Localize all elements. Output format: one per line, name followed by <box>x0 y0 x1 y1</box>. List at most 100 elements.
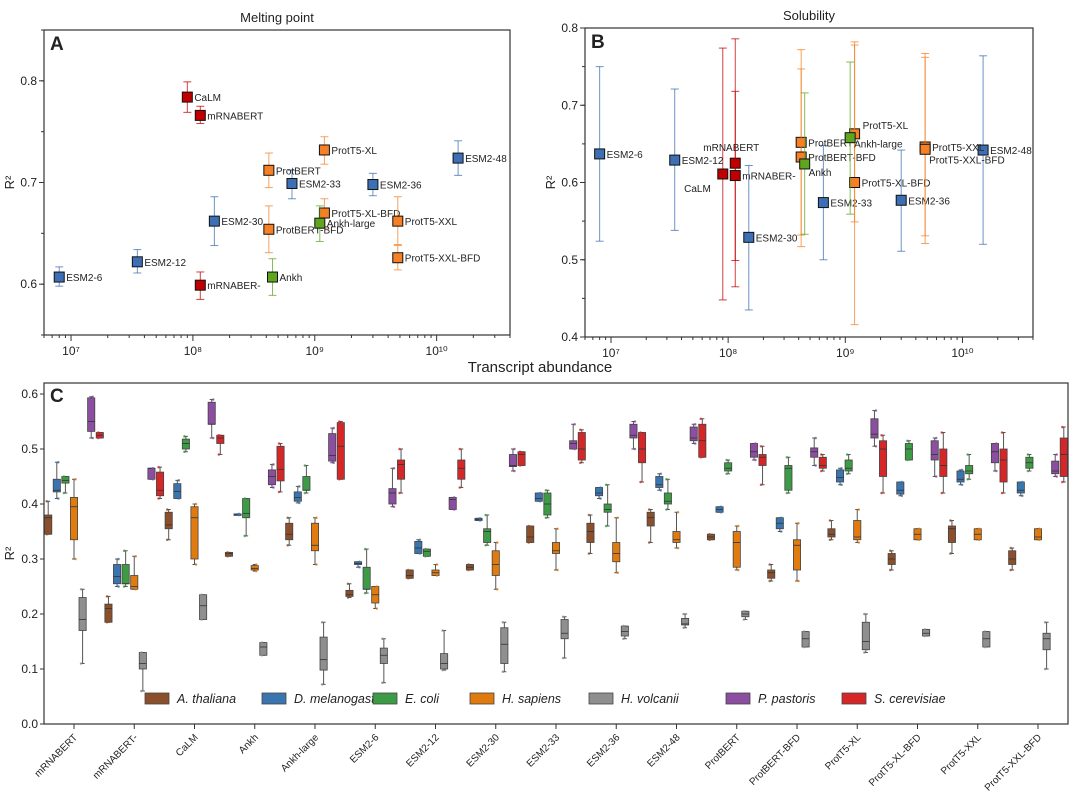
point-marker <box>594 148 606 160</box>
data-dot <box>392 466 396 470</box>
box-body <box>422 548 431 557</box>
data-dot <box>616 571 620 575</box>
y-tick-label: 0.6 <box>561 176 578 190</box>
legend-label: H. volcanii <box>621 692 680 706</box>
data-dot <box>151 466 155 470</box>
box-body <box>672 531 681 543</box>
data-dot <box>906 439 909 443</box>
data-dot <box>719 505 723 509</box>
data-dot <box>363 591 367 595</box>
box <box>741 609 750 621</box>
data-point: ESM2-33 <box>817 144 873 261</box>
box <box>870 409 879 448</box>
point-marker <box>53 271 65 283</box>
box-body <box>491 550 500 576</box>
box-body <box>965 465 974 475</box>
data-dot <box>441 629 444 632</box>
point-marker <box>799 158 811 170</box>
data-dot <box>97 431 100 434</box>
data-dot <box>45 532 48 536</box>
data-dot <box>484 543 487 547</box>
point-marker <box>131 256 143 268</box>
point-marker <box>208 215 220 227</box>
data-dot <box>424 554 427 558</box>
data-dot <box>467 563 470 566</box>
panel-letter: C <box>50 386 64 407</box>
box <box>199 593 208 621</box>
box <box>603 483 612 528</box>
data-dot <box>934 436 938 440</box>
data-dot <box>754 458 757 462</box>
legend-swatch <box>261 692 287 705</box>
box <box>328 426 337 465</box>
data-dot <box>828 538 832 542</box>
data-dot <box>639 480 642 484</box>
box-body <box>844 459 853 472</box>
box-body <box>113 564 122 585</box>
box <box>104 595 113 624</box>
box-body <box>982 631 991 648</box>
box-body <box>328 433 337 462</box>
y-tick-label: 0.1 <box>21 662 38 676</box>
box-body <box>310 522 319 552</box>
point-marker <box>977 144 989 156</box>
x-tick-label: Ankh-large <box>279 732 321 774</box>
box <box>715 505 724 514</box>
data-dot <box>452 508 456 511</box>
data-dot <box>736 568 740 572</box>
data-dot <box>599 497 602 500</box>
x-tick-label: 10⁷ <box>602 346 620 360</box>
data-dot <box>458 447 462 451</box>
data-dot <box>501 620 505 624</box>
data-dot <box>561 615 565 619</box>
data-dot <box>435 574 439 577</box>
data-dot <box>544 488 548 492</box>
point-marker <box>181 91 193 103</box>
data-point: Ankh <box>799 92 831 235</box>
panel-c: C 0.0 0.1 0.2 0.3 0.4 0.5 0.6 R² mRNABERT mRNABERT… <box>2 382 1069 794</box>
data-dot <box>346 596 350 599</box>
data-dot <box>983 630 987 633</box>
y-tick-label: 0.6 <box>20 277 37 291</box>
data-dot <box>406 576 410 580</box>
data-dot <box>725 458 728 462</box>
box-body <box>483 528 492 543</box>
box <box>620 624 629 641</box>
box <box>491 541 500 591</box>
data-dot <box>940 431 944 434</box>
box-body <box>448 496 457 510</box>
data-dot <box>659 472 663 476</box>
data-dot <box>495 587 499 591</box>
box <box>293 485 302 505</box>
point-marker <box>743 231 755 243</box>
data-dot <box>759 483 763 487</box>
point-marker <box>895 194 907 206</box>
point-marker <box>392 252 404 264</box>
data-point: ESM2-36 <box>367 172 422 197</box>
data-dot <box>906 458 909 462</box>
box-body <box>388 488 397 505</box>
data-dot <box>622 637 625 641</box>
data-dot <box>759 444 763 448</box>
data-dot <box>513 469 516 473</box>
box-body <box>61 476 70 484</box>
point-marker <box>286 178 298 190</box>
data-point: mRNABER- <box>194 271 261 300</box>
box-body <box>612 542 621 563</box>
data-dot <box>211 398 215 401</box>
data-dot <box>622 624 625 628</box>
box-body <box>397 459 406 480</box>
data-dot <box>527 541 530 544</box>
data-dot <box>693 442 697 445</box>
data-dot <box>237 512 241 516</box>
box-body <box>784 465 793 491</box>
data-dot <box>725 472 728 476</box>
point-marker <box>849 177 861 188</box>
data-dot <box>332 426 336 430</box>
box-body <box>285 522 294 541</box>
data-dot <box>418 552 422 555</box>
point-marker <box>919 143 931 155</box>
data-point: ProtT5-XL-BFD <box>849 44 930 326</box>
box-body <box>250 565 259 571</box>
data-dot <box>117 585 120 588</box>
